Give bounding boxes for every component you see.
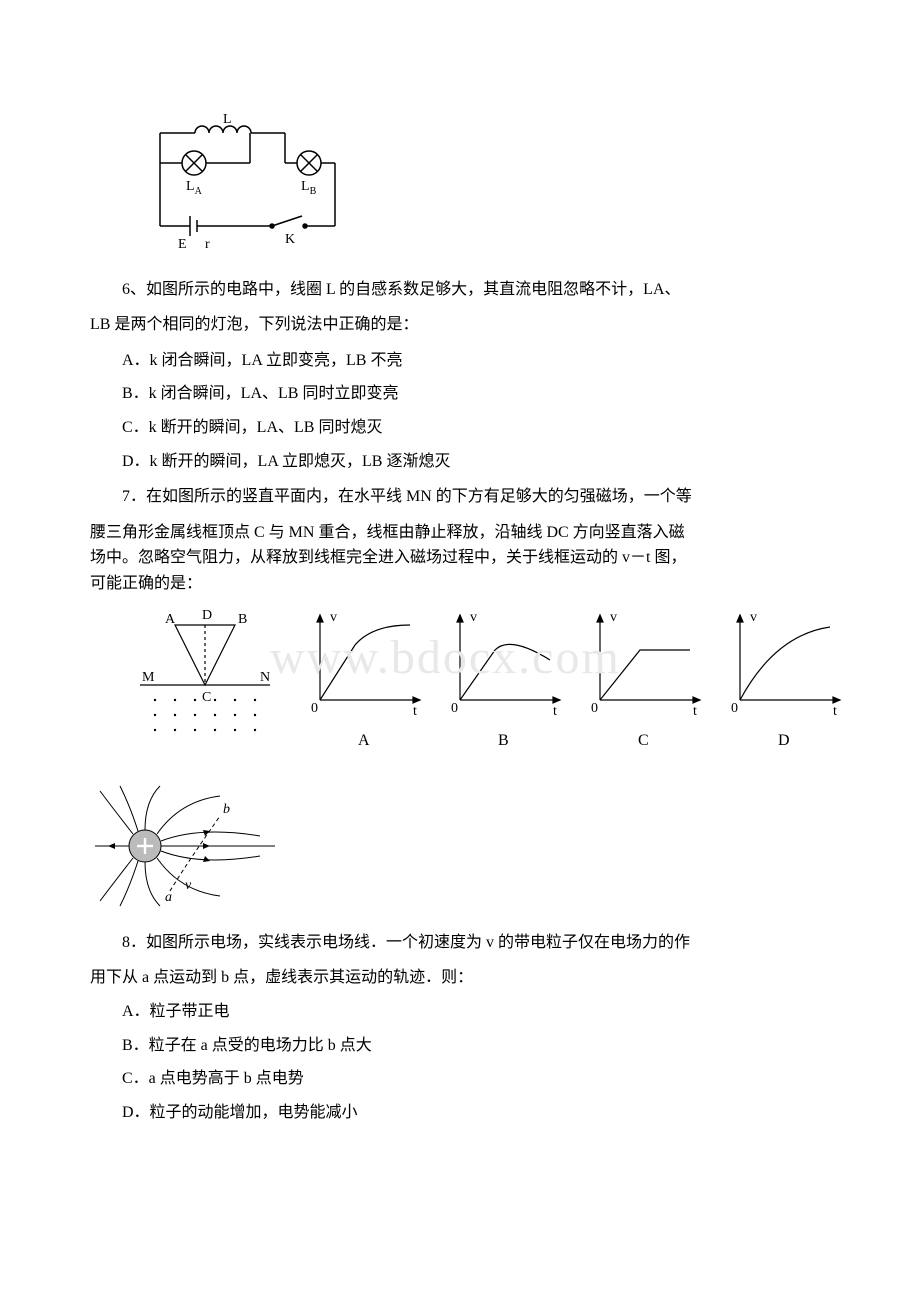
q8-figure: a b v	[90, 781, 830, 920]
q7-graphA: A	[358, 732, 370, 749]
q7-axist-C: t	[693, 704, 697, 719]
label-LA: LA	[186, 179, 203, 197]
q7-stem-l1: 7．在如图所示的竖直平面内，在水平线 MN 的下方有足够大的匀强磁场，一个等	[90, 484, 830, 510]
q8-svg: a b v	[90, 781, 280, 911]
q7-graphB: B	[498, 732, 509, 749]
q8-stem-l1: 8．如图所示电场，实线表示电场线．一个初速度为 v 的带电粒子仅在电场力的作	[90, 930, 830, 956]
q7-axis0-A: 0	[311, 701, 318, 716]
q6-stem-l1: 6、如图所示的电路中，线圈 L 的自感系数足够大，其直流电阻忽略不计，LA、	[122, 281, 681, 298]
q8-optA: A．粒子带正电	[90, 999, 830, 1025]
q7-axisv-C: v	[610, 610, 617, 625]
q7-graphD: D	[778, 732, 790, 749]
q6-circuit-figure: L LA LB E r K	[130, 108, 830, 267]
q7-label-N: N	[260, 670, 270, 685]
q8-optD: D．粒子的动能增加，电势能减小	[90, 1100, 830, 1126]
q6-circuit-svg: L LA LB E r K	[130, 108, 350, 258]
q7-axist-D: t	[833, 704, 837, 719]
q7-axisv-B: v	[470, 610, 477, 625]
q6-optB: B．k 闭合瞬间，LA、LB 同时立即变亮	[90, 381, 830, 407]
q8-optB: B．粒子在 a 点受的电场力比 b 点大	[90, 1033, 830, 1059]
q8-optC: C．a 点电势高于 b 点电势	[90, 1066, 830, 1092]
label-L: L	[223, 112, 232, 127]
q6-optC: C．k 断开的瞬间，LA、LB 同时熄灭	[90, 415, 830, 441]
q6-stem-l2: LB 是两个相同的灯泡，下列说法中正确的是：	[90, 312, 830, 338]
q7-figure: A D B M N C v 0 t A	[130, 605, 830, 774]
q7-svg: A D B M N C v 0 t A	[130, 605, 850, 765]
q7-axisv-A: v	[330, 610, 337, 625]
q7-label-D: D	[202, 608, 212, 623]
q7-axisv-D: v	[750, 610, 757, 625]
q7-stem-l2: 腰三角形金属线框顶点 C 与 MN 重合，线框由静止释放，沿轴线 DC 方向竖直…	[90, 520, 830, 546]
q7-axis0-D: 0	[731, 701, 738, 716]
q7-stem-l4: 可能正确的是：	[90, 571, 830, 597]
label-LB: LB	[301, 179, 317, 197]
q7-label-A: A	[165, 612, 176, 627]
label-K: K	[285, 232, 295, 247]
q7-stem-l3: 场中。忽略空气阻力，从释放到线框完全进入磁场过程中，关于线框运动的 v－t 图，	[90, 545, 830, 571]
q8-label-a: a	[165, 890, 172, 905]
q6-optD: D．k 断开的瞬间，LA 立即熄灭，LB 逐渐熄灭	[90, 449, 830, 475]
q7-label-M: M	[142, 670, 155, 685]
q7-graphC: C	[638, 732, 649, 749]
q7-label-B: B	[238, 612, 247, 627]
q6-stem: 6、如图所示的电路中，线圈 L 的自感系数足够大，其直流电阻忽略不计，LA、	[90, 277, 830, 303]
q7-axis0-B: 0	[451, 701, 458, 716]
q7-label-C: C	[202, 690, 211, 705]
q7-axis0-C: 0	[591, 701, 598, 716]
label-E: E	[178, 237, 187, 252]
label-r: r	[205, 237, 210, 252]
q7-axist-A: t	[413, 704, 417, 719]
page: L LA LB E r K 6、如图所示的电路中，线圈 L 的自感系数足够大，其…	[0, 0, 920, 1302]
q8-stem-l2: 用下从 a 点运动到 b 点，虚线表示其运动的轨迹．则：	[90, 965, 830, 991]
q8-label-b: b	[223, 802, 230, 817]
q7-axist-B: t	[553, 704, 557, 719]
q6-optA: A．k 闭合瞬间，LA 立即变亮，LB 不亮	[90, 348, 830, 374]
q8-label-v: v	[185, 878, 192, 893]
